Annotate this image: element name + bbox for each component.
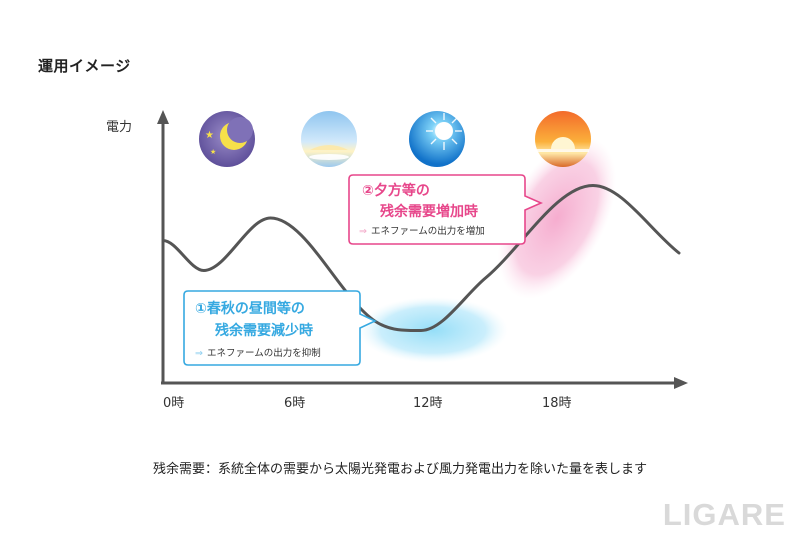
evening-callout: ②夕方等の 残余需要増加時 ⇒ エネファームの出力を増加	[348, 174, 543, 245]
dawn-icon	[301, 111, 357, 167]
x-tick-label: 6時	[284, 396, 305, 411]
surplus-callout: ①春秋の昼間等の 残余需要減少時 ⇒ エネファームの出力を抑制	[183, 290, 377, 366]
x-axis-arrow	[674, 377, 688, 389]
evening-callout-title-1: ②夕方等の	[362, 182, 430, 199]
x-tick-label: 12時	[413, 396, 443, 411]
x-tick-label: 0時	[163, 396, 184, 411]
evening-callout-sub: エネファームの出力を増加	[371, 225, 485, 237]
surplus-callout-title-2: 残余需要減少時	[215, 322, 313, 339]
x-tick-label: 18時	[542, 396, 572, 411]
surplus-arrow-icon: ⇒	[195, 348, 203, 359]
surplus-callout-sub: エネファームの出力を抑制	[207, 347, 321, 359]
watermark-logo: LIGARE	[662, 497, 786, 532]
surplus-callout-title-1: ①春秋の昼間等の	[195, 300, 305, 317]
svg-text:★: ★	[205, 130, 214, 141]
footnote: 残余需要：系統全体の需要から太陽光発電および風力発電出力を除いた量を表します	[152, 462, 647, 477]
svg-text:★: ★	[210, 148, 216, 156]
evening-arrow-icon: ⇒	[359, 226, 367, 237]
y-axis-arrow	[157, 110, 169, 124]
midday-sun-icon	[409, 111, 465, 167]
evening-callout-title-2: 残余需要増加時	[380, 203, 478, 220]
surplus-glow	[358, 297, 508, 363]
demand-curve	[161, 183, 681, 333]
y-axis-label: 電力	[106, 120, 132, 135]
evening-glow	[497, 137, 617, 299]
sunset-icon	[535, 111, 591, 167]
night-moon-icon: ★ ★	[199, 111, 255, 167]
page-heading: 運用イメージ	[38, 57, 131, 75]
